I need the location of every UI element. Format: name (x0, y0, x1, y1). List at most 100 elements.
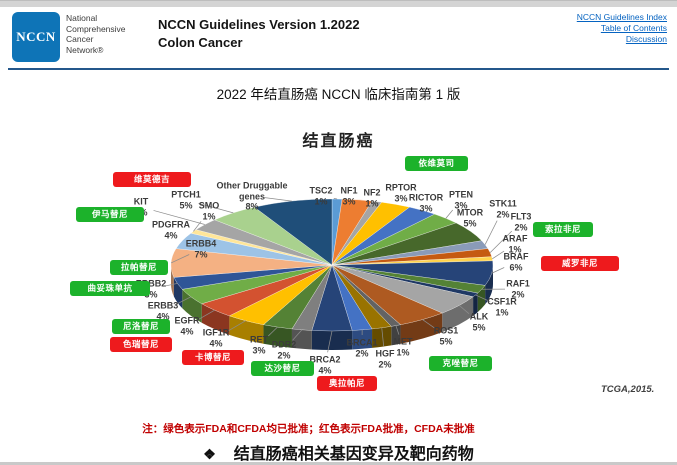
gene-label-ptch1: PTCH1 5% (171, 189, 201, 211)
gene-label-mtor: MTOR 5% (456, 207, 484, 229)
gene-label-egfr: EGFR 4% (174, 315, 200, 337)
link-discussion[interactable]: Discussion (625, 34, 667, 44)
gene-label-brca2: BRCA2 4% (309, 354, 341, 376)
nccn-logo-text: NCCN (16, 29, 56, 44)
pie-slice (291, 264, 333, 331)
leader-line (227, 320, 246, 332)
pie-slice (331, 256, 493, 266)
gene-label-pten: PTEN 3% (448, 189, 474, 211)
org-line: Cancer (66, 34, 94, 44)
nccn-org-name: National Comprehensive Cancer Network® (66, 13, 126, 55)
window-top-edge (0, 0, 677, 7)
gene-label-pdgfra: PDGFRA 4% (152, 219, 190, 241)
diamond-bullet-icon: ❖ (203, 446, 216, 462)
drug-badge: 拉帕替尼 (110, 260, 168, 275)
header-divider (8, 68, 669, 70)
pie-slice (331, 264, 479, 297)
guidelines-version-title: NCCN Guidelines Version 1.2022 (158, 17, 360, 32)
pie-slice (331, 264, 392, 330)
pie-slice (331, 264, 474, 314)
org-line: Comprehensive (66, 23, 126, 34)
gene-label-rptor: RPTOR 3% (385, 182, 417, 204)
drug-badge: 尼洛替尼 (112, 319, 170, 334)
window-bottom-edge (0, 462, 677, 465)
pie-slice (201, 264, 333, 317)
leader-line (198, 309, 215, 320)
drug-badge: 达沙替尼 (251, 361, 314, 376)
drug-badge: 伊马替尼 (76, 207, 144, 222)
gene-label-araf: ARAF 1% (502, 233, 528, 255)
gene-label-erbb4: ERBB4 7% (185, 238, 217, 260)
gene-label-ddr2: DDR2 2% (271, 339, 297, 361)
gene-label-raf1: RAF1 2% (506, 278, 530, 300)
pie-slice-side (171, 265, 174, 297)
page-title: NCCN Guidelines Version 1.2022 Colon Can… (158, 16, 360, 52)
cancer-type-title: Colon Cancer (158, 35, 243, 50)
pie-slice (331, 202, 410, 266)
drug-badge: 威罗非尼 (541, 256, 619, 271)
link-guidelines-index[interactable]: NCCN Guidelines Index (576, 12, 667, 22)
gene-label-alk: ALK 5% (469, 311, 489, 333)
gene-label-stk11: STK11 2% (489, 198, 517, 220)
pie-slice (173, 264, 333, 290)
pie-slice (331, 198, 343, 266)
pie-slice (331, 248, 492, 266)
gene-label-other: Other Druggable genes 8% (216, 180, 288, 212)
gene-label-erbb2: ERBB2 3% (135, 278, 167, 300)
leader-line (333, 198, 338, 200)
gene-label-rictor: RICTOR 3% (408, 192, 444, 214)
leader-line (268, 326, 278, 337)
slide-caption: ❖ 结直肠癌相关基因变异及靶向药物 (0, 440, 677, 464)
leader-line (327, 330, 333, 353)
gene-label-nf2: NF2 1% (363, 187, 381, 209)
leader-line (381, 327, 385, 347)
gene-label-ros1: ROS1 5% (433, 325, 459, 347)
drug-badge: 索拉非尼 (533, 222, 593, 237)
chinese-subtitle: 2022 年结直肠癌 NCCN 临床指南第 1 版 (216, 87, 461, 102)
pie-slice (311, 264, 353, 332)
gene-label-met: MET 1% (393, 336, 413, 358)
leader-line (491, 267, 505, 274)
gene-label-flt3: FLT3 2% (510, 211, 532, 233)
drug-badge: 依维莫司 (405, 156, 468, 171)
header-links: NCCN Guidelines Index Table of Contents … (577, 12, 667, 45)
gene-label-tsc2: TSC2 1% (309, 185, 333, 207)
chart-title: 结直肠癌 (302, 133, 375, 150)
pie-slice (331, 222, 483, 266)
pie-slice (331, 200, 383, 266)
leader-line (445, 209, 454, 219)
gene-label-hgf: HGF 2% (375, 348, 395, 370)
link-table-of-contents[interactable]: Table of Contents (600, 23, 667, 33)
pie-slice (331, 260, 494, 286)
gene-label-brca1: BRCA1 2% (346, 337, 378, 359)
pie-slice (263, 264, 333, 330)
pie-slice (331, 264, 373, 331)
gene-label-csf1r: CSF1R 1% (487, 296, 517, 318)
drug-badge: 色瑞替尼 (110, 337, 172, 352)
nccn-logo: NCCN (12, 12, 60, 62)
pie-slice (331, 264, 401, 327)
gene-label-nf1: NF1 3% (340, 185, 358, 207)
color-legend-note: 注：绿色表示FDA和CFDA均已批准；红色表示FDA批准，CFDA未批准 (142, 423, 475, 435)
drug-badge: 卡博替尼 (182, 350, 244, 365)
pie-slice (331, 213, 457, 266)
pie-slice (331, 198, 373, 266)
data-source-label: TCGA,2015. (601, 384, 655, 395)
pie-slice (331, 207, 436, 266)
gene-label-igf1r: IGF1R 4% (202, 327, 230, 349)
pie-slice (331, 264, 443, 325)
drug-badge: 曲妥珠单抗 (70, 281, 150, 296)
pie-slice (195, 219, 333, 266)
org-line: Network® (66, 44, 104, 55)
pie-slice (181, 264, 333, 304)
gene-label-ret: RET 3% (250, 334, 268, 356)
gene-label-smo: SMO 1% (198, 200, 220, 222)
pie-slice (214, 207, 333, 266)
pie-slice (228, 264, 333, 325)
drug-badge: 奥拉帕尼 (317, 376, 377, 391)
slide-caption-text: 结直肠癌相关基因变异及靶向药物 (233, 446, 474, 463)
leader-line (395, 325, 400, 335)
leader-line (458, 305, 470, 314)
leader-line (484, 220, 498, 245)
